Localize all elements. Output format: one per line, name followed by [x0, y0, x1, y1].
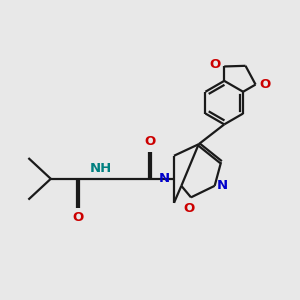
Text: NH: NH: [90, 162, 112, 175]
Text: N: N: [217, 179, 228, 192]
Text: O: O: [183, 202, 195, 214]
Text: O: O: [209, 58, 220, 71]
Text: N: N: [159, 172, 170, 185]
Text: O: O: [144, 135, 156, 148]
Text: O: O: [260, 78, 271, 91]
Text: O: O: [72, 211, 84, 224]
